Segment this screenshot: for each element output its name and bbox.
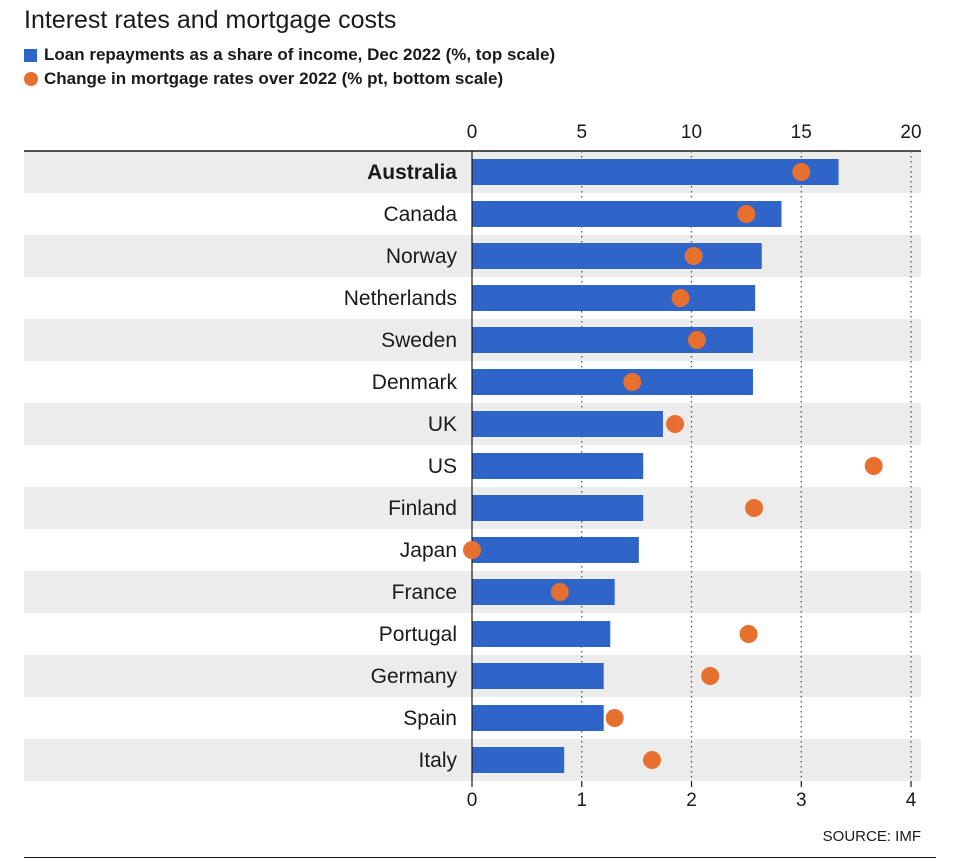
bar-finland bbox=[472, 495, 644, 521]
bottom-rule bbox=[24, 857, 936, 858]
category-label: Italy bbox=[418, 749, 457, 772]
dot-france bbox=[550, 583, 569, 601]
category-label: Germany bbox=[371, 665, 458, 688]
dot-norway bbox=[684, 247, 703, 265]
legend-item-repayments: Loan repayments as a share of income, De… bbox=[24, 45, 555, 65]
bar-uk bbox=[472, 411, 663, 437]
category-label: Portugal bbox=[379, 623, 457, 646]
dot-australia bbox=[792, 163, 811, 181]
dot-finland bbox=[745, 499, 764, 517]
source-note: SOURCE: IMF bbox=[822, 828, 921, 845]
bar-italy bbox=[472, 747, 565, 773]
bar-spain bbox=[472, 705, 604, 731]
bar-canada bbox=[472, 201, 782, 227]
category-label: Canada bbox=[383, 203, 457, 226]
legend-swatch-bar bbox=[24, 48, 37, 62]
legend-label-repayments: Loan repayments as a share of income, De… bbox=[44, 45, 556, 64]
category-label: Denmark bbox=[372, 371, 458, 394]
bottom-tick-label: 4 bbox=[906, 790, 917, 811]
category-label: US bbox=[428, 455, 457, 478]
top-tick-label: 5 bbox=[576, 122, 587, 143]
dot-sweden bbox=[687, 331, 706, 349]
bottom-tick-label: 2 bbox=[686, 790, 697, 811]
category-label: Netherlands bbox=[344, 287, 457, 310]
dot-italy bbox=[642, 751, 661, 769]
dot-denmark bbox=[623, 373, 642, 391]
dot-netherlands bbox=[671, 289, 690, 307]
category-label: Spain bbox=[403, 707, 457, 730]
bar-sweden bbox=[472, 327, 753, 353]
top-tick-label: 10 bbox=[681, 122, 702, 143]
legend-swatch-dot bbox=[24, 72, 38, 86]
bar-australia bbox=[472, 159, 839, 185]
legend-item-rate-change: Change in mortgage rates over 2022 (% pt… bbox=[24, 69, 503, 89]
dot-portugal bbox=[739, 625, 758, 643]
dot-us bbox=[864, 457, 883, 475]
dot-canada bbox=[737, 205, 756, 223]
bar-portugal bbox=[472, 621, 611, 647]
bar-us bbox=[472, 453, 644, 479]
category-label: France bbox=[392, 581, 457, 604]
dot-germany bbox=[701, 667, 720, 685]
bar-japan bbox=[472, 537, 639, 563]
category-label: Sweden bbox=[381, 329, 457, 352]
bar-germany bbox=[472, 663, 604, 689]
top-tick-label: 15 bbox=[791, 122, 812, 143]
bar-france bbox=[472, 579, 615, 605]
bar-denmark bbox=[472, 369, 753, 395]
bottom-tick-label: 0 bbox=[467, 790, 478, 811]
bottom-tick-label: 1 bbox=[576, 790, 587, 811]
top-tick-label: 0 bbox=[467, 122, 478, 143]
bar-netherlands bbox=[472, 285, 756, 311]
category-label: Finland bbox=[388, 497, 457, 520]
category-label: Japan bbox=[400, 539, 457, 562]
bottom-tick-label: 3 bbox=[796, 790, 807, 811]
legend-label-rate-change: Change in mortgage rates over 2022 (% pt… bbox=[44, 69, 504, 88]
dot-japan bbox=[463, 541, 481, 559]
category-label: Norway bbox=[386, 245, 458, 268]
top-tick-label: 20 bbox=[900, 122, 921, 143]
category-label: Australia bbox=[367, 161, 457, 184]
dot-uk bbox=[666, 415, 685, 433]
chart-title: Interest rates and mortgage costs bbox=[24, 6, 397, 34]
dot-spain bbox=[605, 709, 624, 727]
bar-norway bbox=[472, 243, 762, 269]
category-label: UK bbox=[428, 413, 457, 436]
